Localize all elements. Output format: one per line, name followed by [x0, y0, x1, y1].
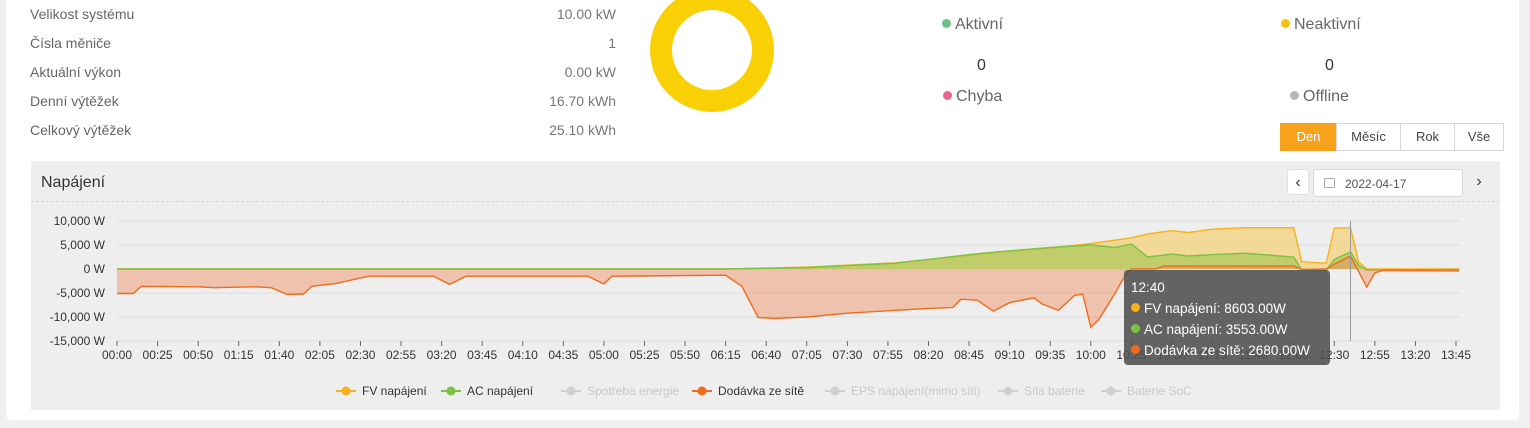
- tab-month[interactable]: Měsíc: [1336, 123, 1401, 151]
- calendar-icon: [1324, 178, 1335, 188]
- stat-total-yield: Celkový výtěžek 25.10 kWh: [30, 116, 616, 145]
- tooltip-line-ac: AC napájení: 3553.00W: [1131, 319, 1323, 340]
- tooltip-text: FV napájení: 8603.00W: [1144, 301, 1286, 316]
- status-offline-label: Offline: [1303, 88, 1349, 105]
- panel-title: Napájení: [41, 174, 106, 191]
- tooltip-line-pv: FV napájení: 8603.00W: [1131, 298, 1323, 319]
- stat-label: Denní výtěžek: [30, 93, 119, 109]
- tooltip-text: Dodávka ze sítě: 2680.00W: [1144, 343, 1310, 358]
- range-tabs: Den Měsíc Rok Vše: [1280, 123, 1504, 151]
- tab-all[interactable]: Vše: [1454, 123, 1504, 151]
- chevron-left-icon[interactable]: ‹: [1287, 169, 1309, 195]
- status-dot-icon: [1290, 91, 1299, 100]
- stat-label: Celkový výtěžek: [30, 122, 132, 138]
- stat-system-size: Velikost systému 10.00 kW: [30, 0, 616, 29]
- stat-value: 16.70 kWh: [549, 93, 616, 109]
- date-picker[interactable]: 2022-04-17: [1313, 169, 1463, 197]
- status-active[interactable]: Aktivní: [942, 16, 1003, 34]
- stat-value: 25.10 kWh: [549, 122, 616, 138]
- tooltip-text: AC napájení: 3553.00W: [1144, 322, 1288, 337]
- status-active-label: Aktivní: [955, 16, 1004, 33]
- date-value: 2022-04-17: [1345, 177, 1407, 191]
- status-inactive-count: 0: [1325, 57, 1334, 74]
- status-error-label: Chyba: [956, 88, 1003, 105]
- status-error[interactable]: Chyba: [943, 88, 1002, 106]
- chevron-right-icon[interactable]: ›: [1476, 173, 1482, 190]
- stat-label: Čísla měniče: [30, 35, 111, 51]
- tooltip-line-grid: Dodávka ze sítě: 2680.00W: [1131, 340, 1323, 361]
- stat-value: 0.00 kW: [564, 64, 616, 80]
- status-dot-icon: [943, 91, 952, 100]
- tab-year[interactable]: Rok: [1400, 123, 1455, 151]
- status-inactive[interactable]: Neaktivní: [1281, 16, 1361, 34]
- tooltip-dot-icon: [1131, 324, 1140, 333]
- status-dot-icon: [942, 19, 951, 28]
- stat-label: Velikost systému: [30, 6, 135, 22]
- stat-inverter-count: Čísla měniče 1: [30, 29, 616, 58]
- tooltip-dot-icon: [1131, 345, 1140, 354]
- stat-current-power: Aktuální výkon 0.00 kW: [30, 58, 616, 87]
- stat-value: 1: [608, 35, 616, 51]
- tooltip-time: 12:40: [1131, 280, 1165, 295]
- tooltip-dot-icon: [1131, 303, 1140, 312]
- stat-label: Aktuální výkon: [30, 64, 122, 80]
- stat-daily-yield: Denní výtěžek 16.70 kWh: [30, 87, 616, 116]
- status-active-count: 0: [977, 57, 986, 74]
- chart-tooltip: 12:40 FV napájení: 8603.00W AC napájení:…: [1124, 270, 1330, 365]
- panel-divider: [31, 201, 1500, 202]
- status-offline[interactable]: Offline: [1290, 88, 1349, 106]
- tab-day[interactable]: Den: [1280, 123, 1337, 151]
- status-inactive-label: Neaktivní: [1294, 16, 1361, 33]
- stat-value: 10.00 kW: [556, 6, 616, 22]
- status-dot-icon: [1281, 19, 1290, 28]
